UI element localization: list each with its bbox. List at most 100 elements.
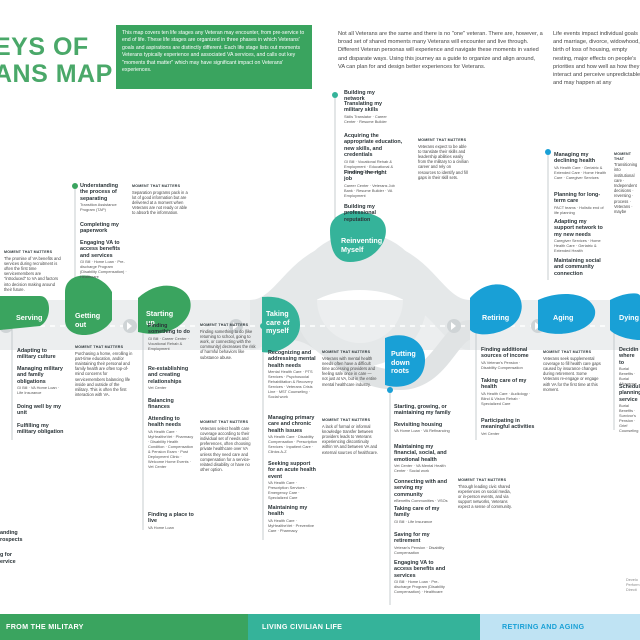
item-services: GI Bill · Life Insurance bbox=[394, 518, 433, 524]
item-services: eBenefits Communities · VSOs bbox=[394, 498, 448, 504]
mm-text: Finding something to do (like returning … bbox=[200, 328, 256, 360]
mm-text: Separation programs pack in a lot of goo… bbox=[132, 189, 188, 216]
mm-text: Purchasing a home, enrolling in part-tim… bbox=[75, 350, 133, 398]
mm-text: Transitioning into institutional care · … bbox=[614, 162, 638, 215]
item-title: Connecting with and serving my community bbox=[394, 479, 448, 498]
item-services: VA Health Care · MyHealtheVet · Preventi… bbox=[268, 517, 315, 533]
item-services: VA Home Loan · VA Refinancing bbox=[394, 428, 450, 434]
left-fragment-c: g for bbox=[0, 552, 12, 558]
item-services: VA Health Care · Audiology · Blind & Vis… bbox=[481, 390, 531, 406]
mm-title: MOMENT THAT MATTERS bbox=[200, 420, 249, 424]
mm-title: MOMENT THAT MATTERS bbox=[75, 345, 124, 349]
mm-text: Veterans with mental health needs often … bbox=[322, 355, 377, 387]
item-services: Transition Assistance Program (TAP) bbox=[80, 202, 117, 213]
stage-dying: Dying bbox=[619, 313, 639, 322]
list-item: Maintaining my health VA Health Care · M… bbox=[268, 505, 318, 533]
item-services: Vet Center bbox=[148, 385, 167, 391]
item-services: Skills Translator · Career Center · Resu… bbox=[344, 113, 387, 124]
list-item: Doing well by my unit bbox=[17, 404, 63, 417]
starting-up-mm-1: MOMENT THAT MATTERS Finding something to… bbox=[200, 323, 256, 360]
taking-care-mm-2: MOMENT THAT MATTERS A lack of formal or … bbox=[322, 418, 380, 455]
intro-text-right: Life events impact individual goals and … bbox=[553, 31, 640, 87]
list-item: Building my network bbox=[344, 90, 396, 103]
item-title: Maintaining my financial, social, and em… bbox=[394, 444, 447, 463]
item-title: Saving for my retirement bbox=[394, 532, 430, 545]
list-item: Building my professional reputation bbox=[344, 204, 400, 223]
item-title: Adapting to military culture bbox=[17, 348, 56, 361]
item-services: VA Health Care · Geriatric & Extended Ca… bbox=[554, 164, 607, 180]
list-item: Adapting to military culture bbox=[17, 348, 63, 361]
item-title: Engaging VA to access benefits and servi… bbox=[80, 240, 121, 259]
starting-up-mm-2: MOMENT THAT MATTERS Veterans select heal… bbox=[200, 420, 258, 472]
aging-mm: MOMENT THAT MATTERS Veterans seek supple… bbox=[543, 350, 603, 392]
list-item: Completing my paperwork bbox=[80, 222, 126, 235]
item-services: VA Health Care · MyHealtheVet · Pharmacy… bbox=[148, 428, 194, 469]
item-title: Planning for long-term care bbox=[554, 192, 601, 205]
reinventing-mm: MOMENT THAT MATTERS Veterans expect to b… bbox=[418, 138, 470, 180]
stage-reinventing: Reinventing Myself bbox=[341, 236, 383, 254]
mm-text: Veterans seek supplemental coverage to f… bbox=[543, 355, 601, 392]
item-title: Managing my declining health bbox=[554, 152, 596, 165]
list-item: Schedul planning service Burial Benefits… bbox=[619, 384, 640, 433]
list-item: Attending to health needs VA Health Care… bbox=[148, 416, 194, 469]
item-services: Career Center · Veterans Job Bank · Resu… bbox=[344, 182, 395, 198]
list-item: Finding a place to live VA Home Loan bbox=[148, 512, 194, 530]
item-title: Building my network bbox=[344, 90, 375, 103]
list-item: Balancing finances bbox=[148, 398, 194, 411]
mm-title: MOMENT THAT MATTERS bbox=[458, 478, 507, 482]
item-title: Attending to health needs bbox=[148, 416, 181, 429]
item-services: GI Bill · Vocational Rehab & Employment … bbox=[344, 158, 394, 174]
item-title: Managing primary care and chronic health… bbox=[268, 415, 315, 434]
item-title: Engaging VA to access benefits and servi… bbox=[394, 560, 446, 579]
item-title: Finding the right job bbox=[344, 170, 387, 183]
item-title: Adapting my support network to my new ne… bbox=[554, 219, 603, 238]
stage-serving: Serving bbox=[16, 313, 43, 322]
list-item: Seeking support for an acute health even… bbox=[268, 461, 318, 500]
phase-civilian-life: LIVING CIVILIAN LIFE bbox=[248, 614, 480, 640]
item-services: VA Health Care · Disability Compensation… bbox=[268, 434, 318, 455]
mm-title: MOMENT THAT MATTERS bbox=[418, 138, 467, 142]
list-item: Decidin where to Burial Benefits · Buria… bbox=[619, 347, 640, 386]
mm-title: MOMENT THAT MATTERS bbox=[4, 250, 53, 254]
item-services: GI Bill · Home Loan · Pre-discharge Prog… bbox=[394, 579, 445, 595]
list-item: Finding the right job Career Center · Ve… bbox=[344, 170, 396, 198]
item-title: Balancing finances bbox=[148, 398, 174, 411]
list-item: Maintaining my financial, social, and em… bbox=[394, 444, 452, 473]
mm-text: Veterans expect to be able to translate … bbox=[418, 143, 469, 180]
item-title: Maintaining my health bbox=[268, 505, 308, 518]
item-services: VA Veteran's Pension · Disability Compen… bbox=[481, 359, 523, 370]
item-title: Participating in meaningful activities bbox=[481, 418, 535, 431]
list-item: Re-establishing and creating relationshi… bbox=[148, 366, 194, 390]
pre-service-mm: MOMENT THAT MATTERS The promise of VA be… bbox=[4, 250, 64, 292]
list-item: Translating my military skills Skills Tr… bbox=[344, 101, 396, 124]
item-title: Starting, growing, or maintaining my fam… bbox=[394, 404, 451, 417]
mm-title: MOMENT THAT MATTERS bbox=[132, 184, 181, 188]
item-title: Doing well by my unit bbox=[17, 404, 62, 417]
list-item: Understanding the process of separating … bbox=[80, 183, 126, 212]
list-item: Managing my declining health VA Health C… bbox=[554, 152, 608, 180]
mm-title: MOMENT THAT MATTERS bbox=[543, 350, 592, 354]
stage-taking-care: Taking care of myself bbox=[266, 309, 290, 335]
list-item: Engaging VA to access benefits and servi… bbox=[80, 240, 128, 279]
list-item: Saving for my retirement Veteran's Pensi… bbox=[394, 532, 452, 555]
left-fragment-b: rospects bbox=[0, 537, 23, 543]
list-item: Revisiting housing VA Home Loan · VA Ref… bbox=[394, 422, 452, 433]
item-title: Managing military and family obligations bbox=[17, 366, 63, 385]
mm-title: MOMENT THAT MATTERS bbox=[322, 418, 371, 422]
item-title: Finding a place to live bbox=[148, 512, 194, 525]
item-services: VA Home Loan bbox=[148, 524, 174, 530]
item-title: Acquiring the appropriate education, new… bbox=[344, 133, 403, 159]
item-title: Decidin where to bbox=[619, 347, 639, 366]
item-services: Veteran's Pension · Disability Compensat… bbox=[394, 544, 445, 555]
item-services: Vet Center bbox=[481, 430, 500, 436]
serving-mm: MOMENT THAT MATTERS Purchasing a home, e… bbox=[75, 345, 133, 397]
stage-getting-out: Getting out bbox=[75, 311, 101, 329]
item-title: Seeking support for an acute health even… bbox=[268, 461, 316, 480]
item-title: Taking care of my health bbox=[481, 378, 527, 391]
list-item: Managing primary care and chronic health… bbox=[268, 415, 320, 454]
item-services: Burial Benefits · Burial Allowance bbox=[619, 366, 637, 387]
list-item: Planning for long-term care PACT teams ·… bbox=[554, 192, 608, 215]
mm-title: MOMENT THAT bbox=[614, 152, 632, 161]
item-services: VA Health Care · Prescription Services ·… bbox=[268, 480, 307, 501]
stage-retiring: Retiring bbox=[482, 313, 510, 322]
